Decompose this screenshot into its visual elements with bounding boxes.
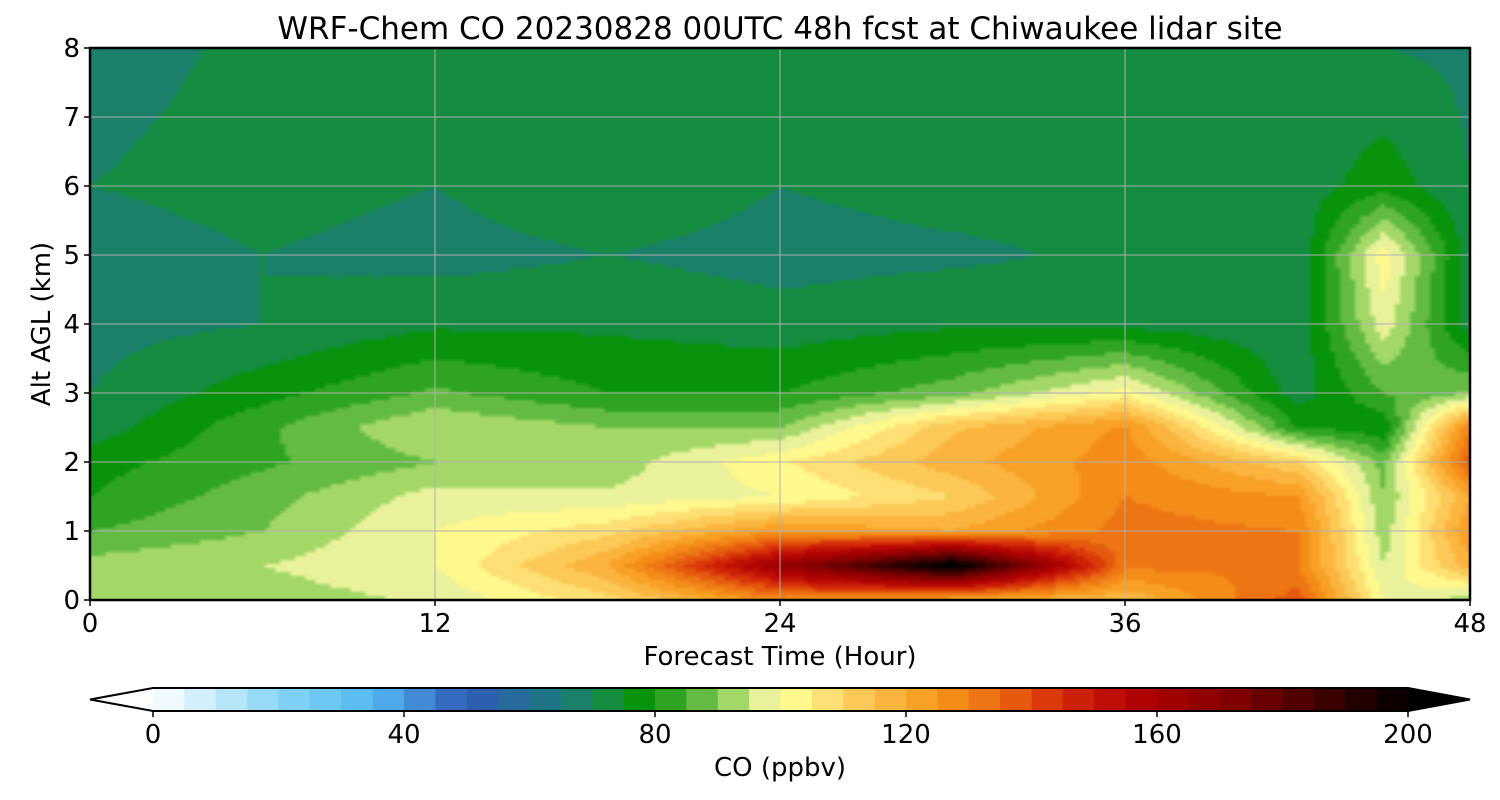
colorbar-tick-label: 80 xyxy=(638,720,671,750)
colorbar-tick-label: 160 xyxy=(1132,720,1182,750)
colorbar-cell xyxy=(874,688,907,711)
y-tick-label: 8 xyxy=(63,34,80,64)
colorbar-cell xyxy=(780,688,813,711)
x-tick-label: 36 xyxy=(1108,609,1141,639)
x-tick-label: 12 xyxy=(418,609,451,639)
colorbar-cell xyxy=(811,688,844,711)
y-tick-label: 0 xyxy=(63,586,80,616)
colorbar-tick-label: 200 xyxy=(1383,720,1433,750)
colorbar-cell xyxy=(1282,688,1315,711)
colorbar-cell xyxy=(466,688,499,711)
colorbar-cell xyxy=(749,688,782,711)
colorbar-cell xyxy=(1125,688,1158,711)
x-tick-label: 48 xyxy=(1453,609,1486,639)
colorbar-cell xyxy=(655,688,687,711)
colorbar-cell xyxy=(1157,688,1189,711)
colorbar-label: CO (ppbv) xyxy=(714,753,846,783)
colorbar-cell xyxy=(1094,688,1127,711)
colorbar-cell xyxy=(686,688,719,711)
colorbar-cell xyxy=(215,688,248,711)
colorbar-cell xyxy=(184,688,217,711)
colorbar-cell xyxy=(498,688,531,711)
colorbar-extend-low xyxy=(90,688,153,711)
colorbar-cell xyxy=(372,688,405,711)
colorbar-tick-label: 120 xyxy=(881,720,931,750)
y-tick-label: 4 xyxy=(63,310,80,340)
colorbar-cell xyxy=(435,688,468,711)
y-tick-label: 7 xyxy=(63,103,80,133)
y-tick-label: 6 xyxy=(63,172,80,202)
colorbar-cell xyxy=(717,688,750,711)
colorbar-cell xyxy=(592,688,625,711)
colorbar-cell xyxy=(404,688,436,711)
colorbar-ticks: 0 40 80 120 160 200 xyxy=(145,711,1433,750)
colorbar-cell xyxy=(529,688,562,711)
colorbar-cell xyxy=(1376,688,1409,711)
y-tick-label: 1 xyxy=(63,517,80,547)
y-tick-label: 5 xyxy=(63,241,80,271)
colorbar-cell xyxy=(1062,688,1095,711)
colorbar-cell xyxy=(1188,688,1221,711)
colorbar-cell xyxy=(247,688,280,711)
y-axis: 0 1 2 3 4 5 6 7 8 xyxy=(63,34,90,616)
colorbar-cell xyxy=(1313,688,1346,711)
y-tick-label: 2 xyxy=(63,448,80,478)
colorbar-tick-label: 40 xyxy=(387,720,420,750)
colorbar-cell xyxy=(1031,688,1064,711)
colorbar-cell xyxy=(309,688,342,711)
colorbar-cell xyxy=(560,688,593,711)
colorbar-cell xyxy=(843,688,876,711)
grid-lines xyxy=(90,48,1470,600)
colorbar-cell xyxy=(153,688,185,711)
colorbar-cell xyxy=(968,688,1001,711)
x-axis-label: Forecast Time (Hour) xyxy=(643,642,916,672)
colorbar-cells xyxy=(153,688,1409,711)
x-tick-label: 24 xyxy=(763,609,796,639)
colorbar-cell xyxy=(1000,688,1033,711)
colorbar-cell xyxy=(1251,688,1284,711)
plot-area xyxy=(88,46,1472,602)
colorbar-cell xyxy=(341,688,374,711)
y-axis-label: Alt AGL (km) xyxy=(27,242,57,406)
colorbar-cell xyxy=(1345,688,1378,711)
colorbar-cell xyxy=(906,688,938,711)
x-tick-label: 0 xyxy=(82,609,99,639)
colorbar-cell xyxy=(1219,688,1252,711)
colorbar-extend-high xyxy=(1408,688,1470,711)
colorbar-cell xyxy=(278,688,311,711)
colorbar-cell xyxy=(937,688,970,711)
colorbar-tick-label: 0 xyxy=(145,720,162,750)
y-tick-label: 3 xyxy=(63,379,80,409)
colorbar-cell xyxy=(623,688,656,711)
colorbar: 0 40 80 120 160 200 xyxy=(89,687,1471,750)
chart-title: WRF-Chem CO 20230828 00UTC 48h fcst at C… xyxy=(277,11,1282,47)
x-axis: 0 12 24 36 48 xyxy=(82,600,1487,639)
